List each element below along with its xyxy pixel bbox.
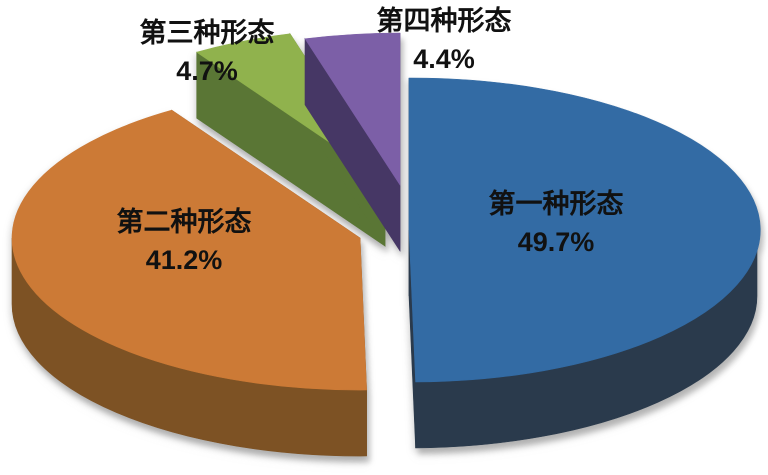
slice-label-fourth-form: 第四种形态 4.4% (377, 2, 512, 78)
slice-label-third-form-percent: 4.7% (176, 56, 238, 86)
slice-label-first-form-percent: 49.7% (517, 227, 595, 257)
slice-2-top-face (11, 109, 367, 391)
slice-label-third-form: 第三种形态 4.7% (140, 14, 275, 90)
slice-label-fourth-form-percent: 4.4% (413, 44, 475, 74)
slice-label-second-form-name: 第二种形态 (116, 207, 252, 237)
slice-label-fourth-form-name: 第四种形态 (376, 6, 512, 36)
slice-label-first-form: 第一种形态 49.7% (489, 185, 624, 261)
slice-label-third-form-name: 第三种形态 (139, 18, 275, 48)
slice-1-top-face (408, 77, 761, 383)
slice-label-first-form-name: 第一种形态 (488, 189, 624, 219)
slice-4-top-face (304, 32, 401, 187)
slice-label-second-form: 第二种形态 41.2% (117, 203, 252, 279)
slice-label-second-form-percent: 41.2% (145, 245, 223, 275)
